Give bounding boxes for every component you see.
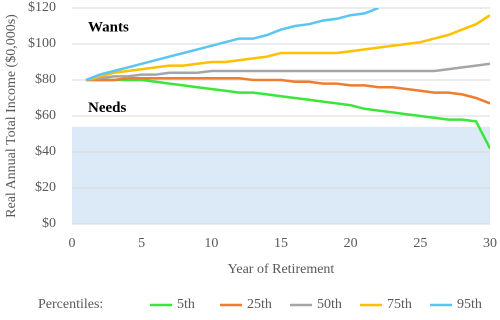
legend-label: 95th — [457, 297, 482, 312]
x-tick-label: 20 — [344, 236, 358, 251]
x-tick-label: 5 — [138, 236, 145, 251]
y-tick-label: $40 — [35, 144, 56, 159]
y-tick-label: $100 — [28, 36, 56, 51]
x-tick-label: 0 — [69, 236, 76, 251]
x-axis-title: Year of Retirement — [228, 262, 335, 277]
series-line — [85, 76, 490, 105]
x-tick-label: 25 — [413, 236, 427, 251]
x-tick-label: 10 — [204, 236, 218, 251]
y-tick-label: $0 — [42, 216, 56, 231]
series-line — [85, 8, 379, 82]
y-tick-label: $20 — [35, 180, 56, 195]
region — [72, 126, 490, 224]
region-label: Needs — [88, 100, 126, 116]
y-axis-title: Real Annual Total Income ($0,000s) — [4, 14, 19, 218]
y-tick-label: $60 — [35, 108, 56, 123]
legend-title: Percentiles: — [38, 297, 103, 312]
x-tick-label: 30 — [483, 236, 497, 251]
x-tick-label: 15 — [274, 236, 288, 251]
legend-label: 5th — [177, 297, 195, 312]
legend-label: 25th — [247, 297, 272, 312]
series-line — [85, 62, 490, 82]
legend-label: 50th — [317, 297, 342, 312]
y-tick-label: $120 — [28, 0, 56, 15]
annotation: Wants — [88, 19, 129, 35]
legend-label: 75th — [387, 297, 412, 312]
y-tick-label: $80 — [35, 72, 56, 87]
series-line — [85, 78, 490, 149]
series-line — [85, 14, 490, 82]
